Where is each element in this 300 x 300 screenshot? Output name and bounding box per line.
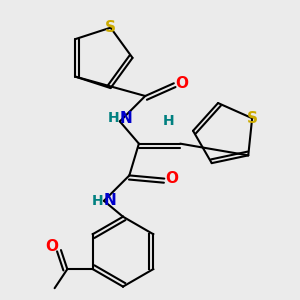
Text: N: N <box>104 193 117 208</box>
Text: O: O <box>166 171 179 186</box>
Text: H: H <box>163 114 175 128</box>
Text: S: S <box>247 111 258 126</box>
Text: O: O <box>45 239 58 254</box>
Text: H: H <box>92 194 103 208</box>
Text: O: O <box>175 76 188 91</box>
Text: N: N <box>120 111 133 126</box>
Text: S: S <box>105 20 116 35</box>
Text: H: H <box>108 111 119 125</box>
